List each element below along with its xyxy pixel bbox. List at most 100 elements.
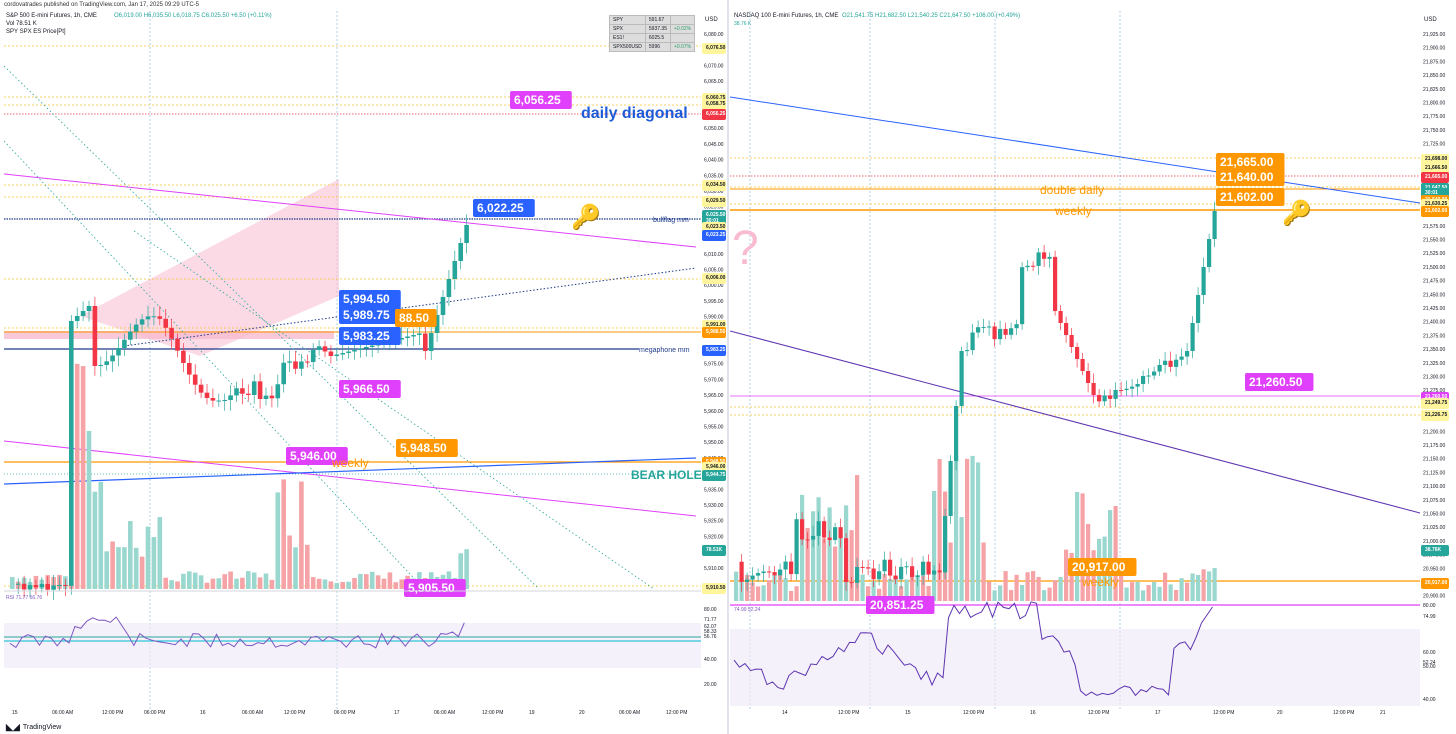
nq-label-20851[interactable]: 20,851.25	[866, 596, 935, 614]
nq-volume-bar	[1108, 510, 1113, 601]
nq-price-tag[interactable]: 38.76K	[1421, 545, 1449, 556]
es-chart-svg[interactable]: S&P 500 E-mini Futures, 1h, CME O6,019.00…	[3, 11, 726, 718]
es-flag-zone	[80, 179, 339, 356]
es-time-tick: 19	[529, 710, 535, 716]
nq-candle	[1168, 360, 1173, 367]
nq-trendline-purple	[729, 330, 1421, 514]
tradingview-brand[interactable]: ◣◢ TradingView	[6, 722, 61, 733]
nq-label-21640[interactable]: 21,640.00	[1216, 168, 1285, 186]
nq-label-21260[interactable]: 21,260.50	[1245, 373, 1314, 391]
es-candle	[299, 361, 304, 369]
nq-candle	[970, 332, 975, 351]
es-label-5905-text: 5,905.50	[408, 581, 455, 595]
es-label-5946[interactable]: 5,946.00	[286, 447, 348, 465]
nq-volume-bar	[954, 456, 959, 601]
es-label-5983[interactable]: 5,983.25	[339, 327, 401, 345]
nq-label-21602[interactable]: 21,602.00	[1216, 188, 1285, 206]
nq-volume-bar	[1014, 574, 1019, 601]
nq-chart-svg[interactable]: NASDAQ 100 E-mini Futures, 1h, CME O21,54…	[729, 11, 1452, 718]
nq-price-tick: 21,550.00	[1423, 238, 1445, 244]
es-candle	[322, 346, 328, 352]
es-price-tick: 5,955.00	[704, 425, 724, 431]
nq-price-tag[interactable]: 21,602.00	[1421, 206, 1449, 217]
es-candle	[80, 311, 86, 316]
es-price-tag[interactable]: 6,058.75	[702, 99, 726, 110]
nq-volume-bar	[1135, 581, 1140, 601]
es-volume-bar	[263, 573, 269, 589]
nq-candle	[767, 571, 772, 573]
es-candle	[228, 395, 233, 401]
nq-label-21665[interactable]: 21,665.00	[1216, 153, 1285, 171]
es-price-tag-text: 6,023.50	[706, 224, 726, 230]
nq-price-tag[interactable]: 21,226.75	[1421, 410, 1449, 421]
nq-currency: USD	[1424, 17, 1437, 23]
es-candle	[257, 381, 263, 399]
nq-price-tick: 21,100.00	[1423, 484, 1445, 490]
es-price-tag[interactable]: 5,944.75	[702, 470, 726, 481]
es-label-5994-text: 5,994.50	[343, 292, 390, 306]
es-price-tick: 5,925.00	[704, 519, 724, 525]
nq-candle	[871, 568, 876, 580]
nq-label-20917[interactable]: 20,917.00	[1068, 558, 1137, 576]
es-candle	[216, 400, 222, 402]
es-candle	[334, 354, 340, 356]
nq-trendline-blue	[729, 96, 1421, 204]
es-label-5994-bg	[339, 290, 401, 308]
es-price-tag[interactable]: 5,910.50	[702, 583, 726, 594]
nq-candle	[816, 521, 821, 536]
es-volume-bar	[305, 544, 310, 589]
es-volume-bar	[74, 363, 80, 589]
es-label-5989[interactable]: 5,989.75	[339, 306, 401, 324]
nq-price-tag[interactable]: 21,249.75	[1421, 398, 1449, 409]
chart-pane-es[interactable]: S&P 500 E-mini Futures, 1h, CME O6,019.00…	[3, 11, 726, 718]
nq-candle	[1080, 359, 1085, 371]
es-volume-bar	[310, 577, 316, 589]
nq-time-tick: 14	[782, 710, 788, 716]
es-volume-bar	[210, 578, 216, 589]
nq-volume-bar	[767, 580, 772, 601]
nq-time-tick: 12:00 PM	[1213, 710, 1234, 716]
es-label-5988-bg	[395, 309, 437, 327]
es-price-tag[interactable]: 6,034.50	[702, 180, 726, 191]
es-label-5994[interactable]: 5,994.50	[339, 290, 401, 308]
es-price-tag[interactable]: 5,983.25	[702, 345, 726, 356]
es-candle	[269, 395, 275, 399]
nq-price-tag[interactable]: 20,917.00	[1421, 578, 1449, 589]
nq-candle	[827, 537, 832, 541]
es-price-tag[interactable]: 6,029.50	[702, 196, 726, 207]
pane-divider[interactable]	[727, 0, 729, 734]
es-price-tag[interactable]: 6,006.00	[702, 273, 726, 284]
nq-volume-bar	[800, 494, 805, 601]
es-label-6022[interactable]: 6,022.25	[473, 199, 535, 217]
es-label-6056[interactable]: 6,056.25	[510, 91, 572, 109]
es-candle	[352, 350, 357, 352]
nq-volume-bar	[1168, 584, 1173, 601]
nq-candle	[943, 516, 948, 573]
es-label-5948[interactable]: 5,948.50	[396, 439, 458, 457]
es-price-tag[interactable]: 6,023.25	[702, 230, 726, 241]
es-label-5905-bg	[404, 579, 466, 597]
nq-price-tag-text: 21,630.25	[1425, 201, 1447, 207]
nq-candle	[805, 539, 810, 541]
nq-volume-bar	[811, 511, 816, 601]
es-volume-bar	[187, 571, 192, 589]
nq-price-tag[interactable]: 21,665.00	[1421, 172, 1449, 183]
es-label-5905[interactable]: 5,905.50	[404, 579, 466, 597]
es-price-tag[interactable]: 5,988.50	[702, 327, 726, 338]
chart-pane-nq[interactable]: NASDAQ 100 E-mini Futures, 1h, CME O21,54…	[729, 11, 1452, 718]
es-candle	[139, 319, 145, 325]
es-label-5988[interactable]: 88.50	[395, 309, 437, 327]
nq-price-tag[interactable]: 21,666.50	[1421, 163, 1449, 174]
es-label-5966[interactable]: 5,966.50	[339, 380, 401, 398]
es-price-tick: 6,025.00	[704, 205, 724, 211]
es-price-tag[interactable]: 78.51K	[702, 545, 726, 556]
nq-time-tick: 12:00 PM	[838, 710, 859, 716]
nq-price-tag[interactable]: 21,698.00	[1421, 154, 1449, 165]
es-price-tag[interactable]: 6,056.25	[702, 109, 726, 120]
nq-label-21602-bg	[1216, 188, 1285, 206]
es-price-tag[interactable]: 6,076.50	[702, 43, 726, 54]
es-candle	[104, 361, 109, 365]
compare-row: SPX500USD 5996 +0.07%	[609, 42, 696, 52]
es-price-tag-text: 5,946.00	[706, 464, 726, 470]
nq-volume-bar	[1003, 571, 1008, 601]
